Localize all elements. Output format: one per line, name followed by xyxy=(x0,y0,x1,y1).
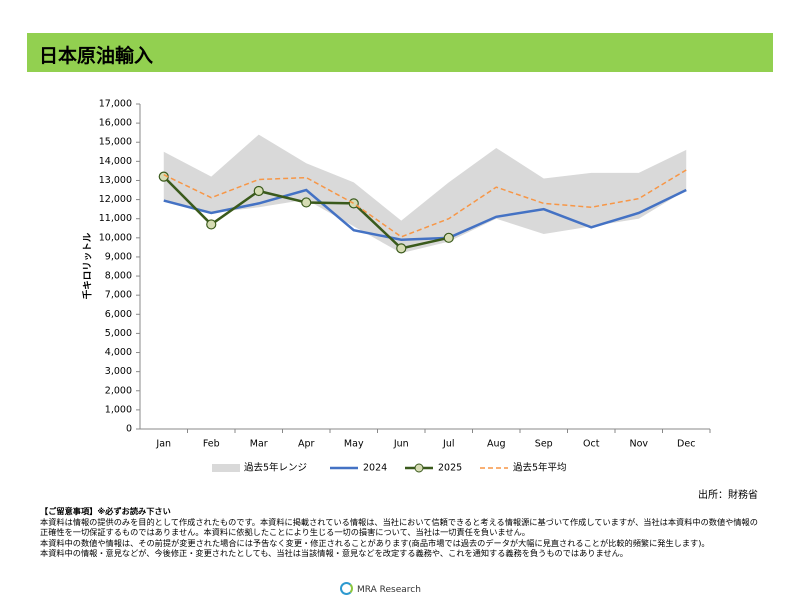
x-tick-label: Jul xyxy=(442,439,454,450)
x-tick-label: Dec xyxy=(677,439,695,450)
legend-label: 2024 xyxy=(363,463,387,474)
x-tick-label: Mar xyxy=(250,439,268,450)
y-tick-label: 4,000 xyxy=(105,347,132,358)
x-tick-label: Apr xyxy=(298,439,315,450)
point xyxy=(443,232,454,243)
point xyxy=(348,198,359,209)
note: 本資料中の数値や情報は、その前提が変更された場合には予告なく変更・修正されること… xyxy=(40,537,710,548)
y-tick-label: 3,000 xyxy=(105,366,132,377)
chart-title: 日本原油輸入 xyxy=(39,45,154,67)
line-series xyxy=(163,169,687,238)
x-tick-label: Oct xyxy=(583,439,600,450)
legend-marker xyxy=(414,463,424,473)
y-tick-label: 6,000 xyxy=(105,309,132,320)
footer: MRA Research xyxy=(340,582,421,595)
x-tick-label: Jun xyxy=(393,439,409,450)
y-tick-label: 8,000 xyxy=(105,271,132,282)
note: 本資料中の情報・意見などが、今後修正・変更されたとしても、当社は当該情報・意見な… xyxy=(40,548,628,558)
legend-label: 過去5年レンジ xyxy=(244,462,307,474)
y-tick-label: 0 xyxy=(126,424,132,435)
point xyxy=(396,243,407,254)
x-tick-label: Feb xyxy=(203,439,220,450)
y-tick-label: 10,000 xyxy=(99,232,132,243)
legend-label: 過去5年平均 xyxy=(513,462,567,474)
logo xyxy=(340,582,353,595)
point xyxy=(253,185,264,197)
y-tick-label: 2,000 xyxy=(105,385,132,396)
x-tick-label: Aug xyxy=(487,439,506,450)
x-tick-label: Nov xyxy=(629,439,648,450)
y-tick-label: 12,000 xyxy=(99,194,132,205)
point xyxy=(301,197,312,208)
y-tick-label: 5,000 xyxy=(105,328,132,339)
note: 本資料は情報の提供のみを目的として作成されたものです。本資料に掲載されている情報… xyxy=(40,516,758,538)
x-tick-label: Jan xyxy=(155,439,171,450)
x-tick-label: May xyxy=(344,439,364,450)
x-tick-label: Sep xyxy=(535,439,553,450)
line-series xyxy=(163,188,687,241)
range-band xyxy=(163,134,687,254)
y-tick-label: 1,000 xyxy=(105,404,132,415)
legend-swatch xyxy=(212,464,240,472)
y-tick-label: 14,000 xyxy=(99,156,132,167)
legend-label: 2025 xyxy=(438,463,462,474)
footer-text: MRA Research xyxy=(357,585,421,595)
y-tick-label: 17,000 xyxy=(99,99,132,110)
y-tick-label: 11,000 xyxy=(99,213,132,224)
y-tick-label: 13,000 xyxy=(99,175,132,186)
notes-heading: 【ご留意事項】※必ずお読み下さい xyxy=(40,506,171,516)
y-tick-label: 9,000 xyxy=(105,251,132,262)
y-tick-label: 7,000 xyxy=(105,290,132,301)
point xyxy=(206,219,217,230)
y-tick-label: 15,000 xyxy=(99,137,132,148)
title-banner: 日本原油輸入 xyxy=(27,33,773,72)
y-tick-label: 16,000 xyxy=(99,118,132,129)
notes: 【ご留意事項】※必ずお読み下さい 本資料は情報の提供のみを目的として作成されたも… xyxy=(40,506,765,559)
y-axis-label: 千キロリットル xyxy=(82,232,94,299)
source: 出所：財務省 xyxy=(698,490,758,501)
